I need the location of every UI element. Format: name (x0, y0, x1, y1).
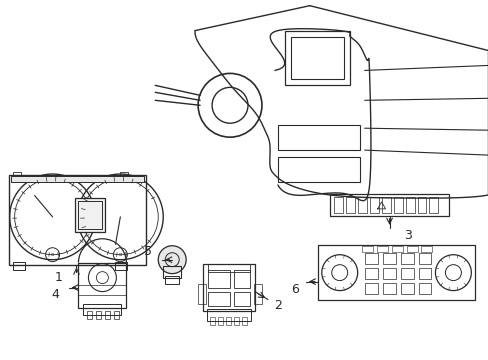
Bar (242, 318, 246, 325)
Bar (203, 264, 254, 311)
Bar (78, 201, 102, 229)
Text: o: o (51, 252, 54, 257)
Bar (163, 266, 181, 278)
Bar (369, 197, 378, 213)
Bar (345, 197, 354, 213)
Bar (277, 157, 359, 182)
Text: 4: 4 (52, 288, 60, 301)
Text: 2: 2 (273, 299, 281, 312)
Bar (234, 292, 249, 306)
Bar (105, 311, 110, 319)
Bar (329, 194, 448, 216)
Bar (208, 292, 229, 306)
Bar (285, 31, 349, 85)
Bar (13, 262, 24, 270)
Bar (361, 246, 372, 252)
Bar (165, 276, 179, 284)
Bar (120, 172, 128, 177)
Bar (400, 283, 413, 293)
Bar (406, 246, 417, 252)
Bar (9, 175, 146, 265)
Bar (391, 246, 402, 252)
Bar (382, 283, 395, 293)
Bar (428, 197, 438, 213)
Bar (393, 197, 402, 213)
Bar (253, 284, 262, 303)
Bar (83, 303, 121, 315)
Bar (234, 318, 239, 325)
Bar (234, 270, 249, 288)
Bar (114, 311, 119, 319)
Bar (418, 268, 430, 279)
Bar (210, 318, 215, 325)
Bar (115, 262, 127, 270)
Bar (405, 197, 414, 213)
Bar (357, 197, 366, 213)
Bar (290, 37, 343, 80)
Bar (382, 253, 395, 264)
Bar (277, 125, 359, 150)
Bar (11, 176, 144, 182)
Bar (78, 263, 126, 307)
Bar (75, 198, 105, 232)
Bar (225, 318, 230, 325)
Text: 1: 1 (55, 271, 62, 284)
Bar (208, 264, 249, 272)
Text: o: o (119, 252, 122, 257)
Bar (417, 197, 426, 213)
Bar (198, 284, 205, 303)
Bar (421, 246, 431, 252)
Circle shape (158, 246, 186, 274)
Bar (13, 172, 20, 177)
Bar (382, 268, 395, 279)
Bar (364, 253, 377, 264)
Bar (400, 268, 413, 279)
Bar (317, 245, 474, 300)
Bar (364, 268, 377, 279)
Bar (364, 283, 377, 293)
Text: 3: 3 (403, 229, 410, 242)
Bar (207, 310, 250, 321)
Bar (418, 283, 430, 293)
Text: 6: 6 (290, 283, 298, 296)
Bar (96, 311, 101, 319)
Bar (400, 253, 413, 264)
Bar (418, 253, 430, 264)
Bar (376, 246, 387, 252)
Bar (87, 311, 92, 319)
Bar (333, 197, 342, 213)
Bar (208, 270, 229, 288)
Bar (381, 197, 390, 213)
Text: 5: 5 (144, 245, 152, 258)
Bar (218, 318, 223, 325)
